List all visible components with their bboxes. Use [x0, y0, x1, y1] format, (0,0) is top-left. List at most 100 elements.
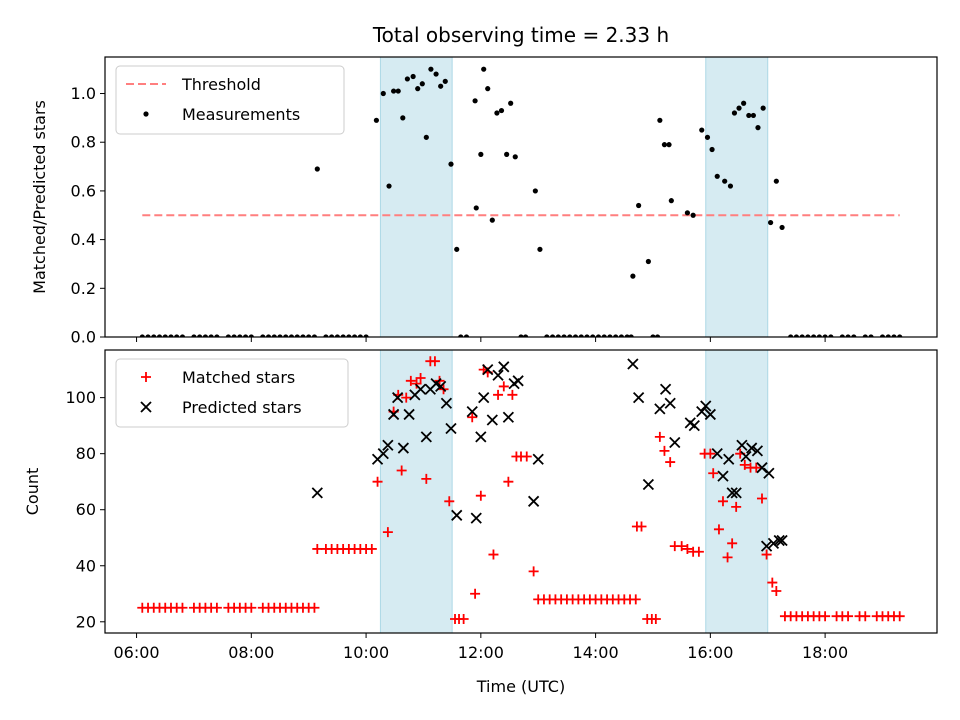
data-point: [636, 521, 647, 532]
y-tick-label: 100: [65, 388, 96, 407]
plot-area: [137, 356, 905, 624]
data-point: [645, 258, 651, 265]
data-point: [440, 397, 453, 409]
legend-box: [115, 358, 349, 428]
data-point: [885, 334, 891, 337]
data-point: [736, 439, 748, 451]
data-point: [162, 334, 168, 337]
data-point: [498, 381, 509, 392]
data-point: [202, 334, 209, 337]
data-point: [403, 408, 415, 421]
legend-label: Measurements: [182, 105, 300, 124]
data-point: [492, 369, 504, 381]
y-tick-label: 20: [76, 612, 96, 631]
data-point: [657, 117, 663, 123]
data-point: [478, 151, 484, 157]
data-point: [746, 112, 752, 119]
data-point: [624, 334, 630, 337]
data-point: [485, 86, 491, 92]
data-point: [751, 445, 764, 457]
data-point: [771, 585, 782, 596]
x-tick-label: 18:00: [802, 643, 848, 662]
data-point: [391, 88, 397, 94]
data-point: [423, 134, 429, 140]
data-point: [248, 334, 254, 337]
data-point: [504, 151, 510, 157]
data-point: [851, 334, 857, 337]
data-point: [845, 334, 851, 337]
data-point: [713, 524, 724, 535]
data-point: [451, 509, 463, 521]
data-point: [311, 487, 323, 499]
data-point: [380, 90, 386, 97]
data-point: [768, 219, 774, 226]
data-point: [214, 334, 220, 337]
data-point: [549, 334, 556, 337]
data-point: [668, 198, 674, 204]
data-point: [225, 334, 231, 337]
data-point: [522, 334, 529, 337]
data-point: [346, 334, 352, 337]
data-point: [396, 465, 407, 476]
chart-title: Total observing time = 2.33 h: [372, 23, 669, 47]
data-point: [231, 334, 237, 337]
y-tick-label: 0.6: [71, 181, 96, 200]
data-point: [731, 110, 738, 116]
x-tick-label: 06:00: [114, 643, 160, 662]
data-point: [891, 334, 897, 337]
x-tick-label: 08:00: [228, 643, 274, 662]
data-point: [532, 188, 538, 194]
data-point: [705, 448, 716, 459]
data-point: [475, 490, 486, 501]
data-point: [659, 445, 670, 456]
data-point: [862, 334, 868, 337]
data-point: [767, 537, 780, 549]
data-point: [400, 115, 406, 121]
data-point: [739, 459, 750, 470]
data-point: [868, 334, 874, 337]
data-point: [470, 588, 481, 599]
data-point: [414, 383, 427, 395]
plot-area: [139, 66, 903, 337]
data-point: [498, 361, 510, 373]
data-point: [352, 334, 358, 337]
series-matched-stars: [137, 356, 905, 624]
data-point: [470, 512, 482, 524]
data-point: [397, 442, 410, 454]
legend-label: Matched stars: [182, 368, 295, 387]
data-point: [727, 183, 734, 189]
data-point: [682, 543, 693, 554]
data-point: [168, 334, 174, 337]
data-point: [704, 134, 711, 140]
data-point: [309, 602, 320, 613]
data-point: [512, 375, 524, 387]
data-point: [654, 403, 666, 415]
data-point: [528, 566, 539, 577]
data-point: [498, 107, 505, 114]
data-point: [799, 334, 805, 337]
data-point: [521, 451, 532, 462]
data-point: [518, 334, 524, 337]
x-tick-label: 16:00: [687, 643, 733, 662]
data-point: [665, 457, 676, 468]
data-point: [722, 552, 733, 563]
data-point: [386, 183, 392, 189]
data-point: [822, 334, 828, 337]
data-point: [595, 334, 602, 337]
data-point: [197, 334, 203, 337]
data-point: [627, 358, 639, 370]
data-point: [779, 224, 785, 231]
y-tick-label: 60: [76, 500, 96, 519]
data-point: [429, 356, 440, 367]
data-point: [357, 334, 363, 337]
data-point: [741, 100, 747, 106]
y-tick-label: 0.2: [71, 279, 96, 298]
data-point: [714, 173, 720, 179]
data-point: [776, 534, 788, 547]
data-point: [312, 543, 323, 554]
data-point: [897, 334, 903, 337]
data-point: [740, 450, 752, 463]
data-point: [684, 210, 691, 216]
data-point: [288, 334, 295, 337]
